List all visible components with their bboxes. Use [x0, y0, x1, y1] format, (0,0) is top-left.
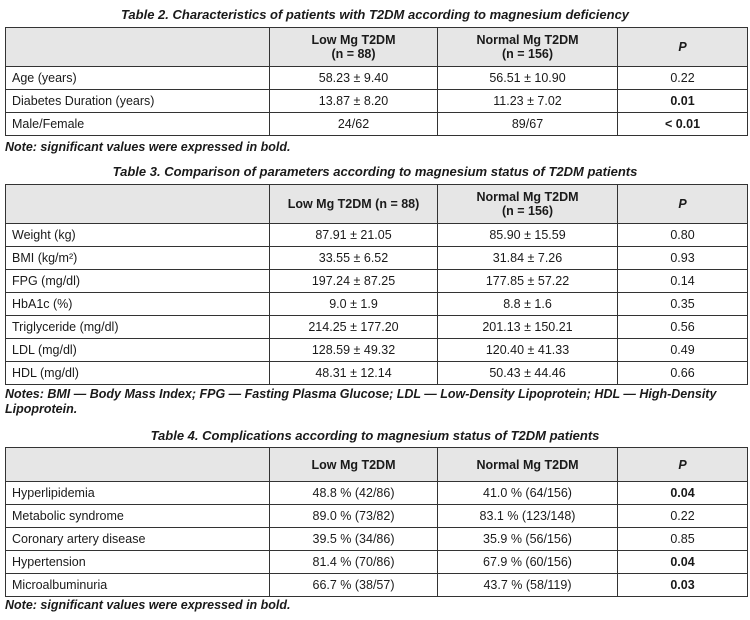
p-value: 0.93: [617, 246, 748, 270]
row-label: HbA1c (%): [5, 292, 270, 316]
low-mg-value: 48.8 % (42/86): [269, 481, 438, 505]
p-value: 0.66: [617, 361, 748, 385]
row-label: Weight (kg): [5, 223, 270, 247]
column-header: Low Mg T2DM (n = 88): [269, 184, 438, 224]
column-header: Low Mg T2DM (n = 88): [269, 27, 438, 67]
table-row: Coronary artery disease 39.5 % (34/86) 35.…: [5, 527, 748, 551]
column-header: Normal Mg T2DM: [437, 447, 618, 482]
normal-mg-value: 201.13 ± 150.21: [437, 315, 618, 339]
normal-mg-value: 177.85 ± 57.22: [437, 269, 618, 293]
normal-mg-value: 43.7 % (58/119): [437, 573, 618, 597]
normal-mg-value: 56.51 ± 10.90: [437, 66, 618, 90]
column-header: [5, 27, 270, 67]
row-label: Microalbuminuria: [5, 573, 270, 597]
p-value: 0.80: [617, 223, 748, 247]
row-label: Male/Female: [5, 112, 270, 136]
table3-header-row: Low Mg T2DM (n = 88) Normal Mg T2DM (n = …: [5, 184, 748, 224]
table2-note: Note: significant values were expressed …: [5, 140, 291, 154]
normal-mg-value: 11.23 ± 7.02: [437, 89, 618, 113]
table-row: HDL (mg/dl) 48.31 ± 12.14 50.43 ± 44.46 0.6…: [5, 361, 748, 385]
low-mg-value: 13.87 ± 8.20: [269, 89, 438, 113]
p-value: 0.03: [617, 573, 748, 597]
normal-mg-value: 31.84 ± 7.26: [437, 246, 618, 270]
p-value: < 0.01: [617, 112, 748, 136]
table4-caption: Table 4. Complications according to magn…: [150, 428, 600, 443]
table4: Low Mg T2DM Normal Mg T2DM P Hyperlipidemi…: [5, 447, 748, 597]
low-mg-value: 9.0 ± 1.9: [269, 292, 438, 316]
table-row: Weight (kg) 87.91 ± 21.05 85.90 ± 15.59 0.8…: [5, 223, 748, 247]
normal-mg-value: 67.9 % (60/156): [437, 550, 618, 574]
row-label: Triglyceride (mg/dl): [5, 315, 270, 339]
column-header: Normal Mg T2DM (n = 156): [437, 27, 618, 67]
p-value: 0.85: [617, 527, 748, 551]
row-label: BMI (kg/m²): [5, 246, 270, 270]
p-value: 0.04: [617, 481, 748, 505]
table4-header-row: Low Mg T2DM Normal Mg T2DM P: [5, 447, 748, 482]
low-mg-value: 66.7 % (38/57): [269, 573, 438, 597]
low-mg-value: 128.59 ± 49.32: [269, 338, 438, 362]
p-value: 0.14: [617, 269, 748, 293]
table-row: Microalbuminuria 66.7 % (38/57) 43.7 % (58…: [5, 573, 748, 597]
normal-mg-value: 89/67: [437, 112, 618, 136]
low-mg-value: 24/62: [269, 112, 438, 136]
table-row: HbA1c (%) 9.0 ± 1.9 8.8 ± 1.6 0.35: [5, 292, 748, 316]
low-mg-value: 81.4 % (70/86): [269, 550, 438, 574]
row-label: Age (years): [5, 66, 270, 90]
low-mg-value: 33.55 ± 6.52: [269, 246, 438, 270]
table2-caption: Table 2. Characteristics of patients wit…: [120, 7, 630, 22]
table-row: Diabetes Duration (years) 13.87 ± 8.20 11.…: [5, 89, 748, 113]
column-header: P: [617, 447, 748, 482]
table-row: LDL (mg/dl) 128.59 ± 49.32 120.40 ± 41.33 0…: [5, 338, 748, 362]
table-row: Male/Female 24/62 89/67 < 0.01: [5, 112, 748, 136]
low-mg-value: 197.24 ± 87.25: [269, 269, 438, 293]
column-header: Normal Mg T2DM (n = 156): [437, 184, 618, 224]
table4-note: Note: significant values were expressed …: [5, 598, 291, 612]
p-value: 0.22: [617, 504, 748, 528]
row-label: Diabetes Duration (years): [5, 89, 270, 113]
row-label: Coronary artery disease: [5, 527, 270, 551]
p-value: 0.22: [617, 66, 748, 90]
row-label: FPG (mg/dl): [5, 269, 270, 293]
row-label: HDL (mg/dl): [5, 361, 270, 385]
p-value: 0.35: [617, 292, 748, 316]
column-header: P: [617, 27, 748, 67]
row-label: Hypertension: [5, 550, 270, 574]
p-value: 0.04: [617, 550, 748, 574]
normal-mg-value: 35.9 % (56/156): [437, 527, 618, 551]
table-row: Hyperlipidemia 48.8 % (42/86) 41.0 % (64/1…: [5, 481, 748, 505]
table2-header-row: Low Mg T2DM (n = 88) Normal Mg T2DM (n = …: [5, 27, 748, 67]
normal-mg-value: 120.40 ± 41.33: [437, 338, 618, 362]
row-label: Hyperlipidemia: [5, 481, 270, 505]
p-value: 0.01: [617, 89, 748, 113]
column-header: [5, 447, 270, 482]
table-row: Age (years) 58.23 ± 9.40 56.51 ± 10.90 0.22: [5, 66, 748, 90]
row-label: LDL (mg/dl): [5, 338, 270, 362]
row-label: Metabolic syndrome: [5, 504, 270, 528]
table-row: Hypertension 81.4 % (70/86) 67.9 % (60/156…: [5, 550, 748, 574]
low-mg-value: 214.25 ± 177.20: [269, 315, 438, 339]
low-mg-value: 48.31 ± 12.14: [269, 361, 438, 385]
normal-mg-value: 83.1 % (123/148): [437, 504, 618, 528]
p-value: 0.56: [617, 315, 748, 339]
normal-mg-value: 50.43 ± 44.46: [437, 361, 618, 385]
table3-note: Notes: BMI — Body Mass Index; FPG — Fast…: [5, 387, 717, 416]
normal-mg-value: 41.0 % (64/156): [437, 481, 618, 505]
column-header: P: [617, 184, 748, 224]
normal-mg-value: 85.90 ± 15.59: [437, 223, 618, 247]
p-value: 0.49: [617, 338, 748, 362]
normal-mg-value: 8.8 ± 1.6: [437, 292, 618, 316]
table-row: Triglyceride (mg/dl) 214.25 ± 177.20 201.1…: [5, 315, 748, 339]
column-header: [5, 184, 270, 224]
table-row: BMI (kg/m²) 33.55 ± 6.52 31.84 ± 7.26 0.93: [5, 246, 748, 270]
low-mg-value: 39.5 % (34/86): [269, 527, 438, 551]
low-mg-value: 89.0 % (73/82): [269, 504, 438, 528]
low-mg-value: 58.23 ± 9.40: [269, 66, 438, 90]
column-header: Low Mg T2DM: [269, 447, 438, 482]
table3: Low Mg T2DM (n = 88) Normal Mg T2DM (n = …: [5, 184, 748, 385]
table-row: Metabolic syndrome 89.0 % (73/82) 83.1 % (…: [5, 504, 748, 528]
table2: Low Mg T2DM (n = 88) Normal Mg T2DM (n = …: [5, 27, 748, 136]
table-row: FPG (mg/dl) 197.24 ± 87.25 177.85 ± 57.22 0…: [5, 269, 748, 293]
low-mg-value: 87.91 ± 21.05: [269, 223, 438, 247]
table3-caption: Table 3. Comparison of parameters accord…: [112, 164, 638, 179]
